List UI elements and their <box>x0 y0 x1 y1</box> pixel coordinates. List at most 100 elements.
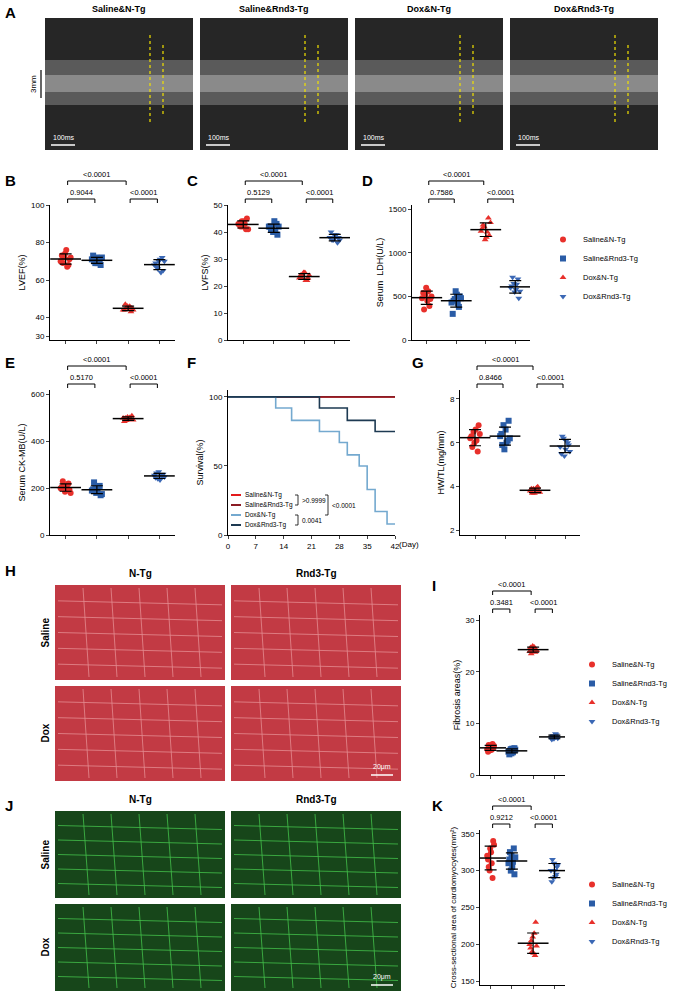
svg-text:>0.9999: >0.9999 <box>302 497 326 504</box>
svg-text:<0.0001: <0.0001 <box>306 188 333 197</box>
svg-text:<0.0001: <0.0001 <box>443 170 470 179</box>
svg-text:150: 150 <box>461 977 475 986</box>
svg-text:0: 0 <box>402 336 407 345</box>
svg-text:0.9044: 0.9044 <box>70 188 93 197</box>
svg-text:Fibrosis areas(%): Fibrosis areas(%) <box>452 660 462 731</box>
svg-text:Serum CK-MB(U/L): Serum CK-MB(U/L) <box>17 423 27 501</box>
svg-text:Saline&N-Tg: Saline&N-Tg <box>92 4 146 14</box>
svg-text:40: 40 <box>213 228 222 237</box>
svg-text:<0.0001: <0.0001 <box>530 813 557 822</box>
svg-text:0.0041: 0.0041 <box>302 517 322 524</box>
svg-text:H: H <box>5 562 16 579</box>
svg-text:<0.0001: <0.0001 <box>498 580 525 589</box>
svg-text:Saline&Rnd3-Tg: Saline&Rnd3-Tg <box>612 899 667 908</box>
svg-text:Survival(%): Survival(%) <box>195 439 205 485</box>
svg-text:6: 6 <box>450 439 455 448</box>
svg-text:Saline&N-Tg: Saline&N-Tg <box>612 660 655 669</box>
svg-text:30: 30 <box>465 616 474 625</box>
svg-text:0: 0 <box>40 531 45 540</box>
svg-text:0.5170: 0.5170 <box>70 373 93 382</box>
svg-text:<0.0001: <0.0001 <box>83 355 110 364</box>
svg-text:100ms: 100ms <box>363 134 385 141</box>
svg-text:Cross-sectional area of cardio: Cross-sectional area of cardiomyocytes(m… <box>449 826 458 988</box>
svg-text:7: 7 <box>254 542 259 551</box>
svg-text:10: 10 <box>465 719 474 728</box>
svg-text:200: 200 <box>461 940 475 949</box>
svg-text:<0.0001: <0.0001 <box>83 170 110 179</box>
svg-text:50: 50 <box>213 201 222 210</box>
svg-text:<0.0001: <0.0001 <box>492 355 519 364</box>
svg-text:0.7586: 0.7586 <box>430 188 453 197</box>
svg-text:30: 30 <box>35 332 44 341</box>
svg-text:<0.0001: <0.0001 <box>130 373 157 382</box>
svg-text:<0.0001: <0.0001 <box>487 188 514 197</box>
svg-text:(Day): (Day) <box>399 540 419 549</box>
svg-text:42: 42 <box>391 542 400 551</box>
svg-text:0.5129: 0.5129 <box>247 188 270 197</box>
svg-text:I: I <box>432 577 436 594</box>
svg-text:Dox&Rnd3-Tg: Dox&Rnd3-Tg <box>612 717 660 726</box>
svg-text:Dox: Dox <box>40 937 51 956</box>
svg-text:Dox&N-Tg: Dox&N-Tg <box>245 511 276 519</box>
svg-text:0: 0 <box>218 336 223 345</box>
svg-text:Saline&N-Tg: Saline&N-Tg <box>245 491 282 499</box>
svg-text:600: 600 <box>31 390 45 399</box>
svg-text:0.8466: 0.8466 <box>479 373 502 382</box>
svg-text:F: F <box>187 354 196 371</box>
svg-text:Rnd3-Tg: Rnd3-Tg <box>296 568 337 579</box>
svg-text:HW/TL(mg/mm): HW/TL(mg/mm) <box>436 431 446 495</box>
svg-text:<0.0001: <0.0001 <box>130 188 157 197</box>
svg-text:Dox&Rnd3-Tg: Dox&Rnd3-Tg <box>612 937 660 946</box>
svg-text:Saline&N-Tg: Saline&N-Tg <box>583 235 626 244</box>
svg-text:N-Tg: N-Tg <box>129 794 152 805</box>
svg-text:35: 35 <box>363 542 372 551</box>
svg-text:Saline&Rnd3-Tg: Saline&Rnd3-Tg <box>245 501 293 509</box>
svg-text:1500: 1500 <box>389 205 407 214</box>
svg-text:300: 300 <box>461 866 475 875</box>
svg-text:Dox&N-Tg: Dox&N-Tg <box>612 918 647 927</box>
svg-text:20μm: 20μm <box>373 973 391 981</box>
svg-text:Saline&Rnd3-Tg: Saline&Rnd3-Tg <box>239 4 309 14</box>
svg-text:<0.0001: <0.0001 <box>530 598 557 607</box>
svg-text:28: 28 <box>335 542 344 551</box>
svg-text:50: 50 <box>213 462 222 471</box>
svg-text:100ms: 100ms <box>53 134 75 141</box>
svg-text:10: 10 <box>213 309 222 318</box>
svg-text:20μm: 20μm <box>373 763 391 771</box>
svg-text:0: 0 <box>226 542 231 551</box>
svg-text:<0.0001: <0.0001 <box>537 373 564 382</box>
svg-text:G: G <box>412 354 424 371</box>
svg-text:100ms: 100ms <box>518 134 540 141</box>
svg-text:0.3481: 0.3481 <box>490 598 513 607</box>
svg-text:4: 4 <box>450 482 455 491</box>
svg-text:400: 400 <box>31 437 45 446</box>
svg-text:0: 0 <box>470 771 475 780</box>
svg-text:B: B <box>5 172 16 189</box>
svg-text:30: 30 <box>213 255 222 264</box>
svg-text:Dox&N-Tg: Dox&N-Tg <box>583 273 618 282</box>
svg-text:0.9212: 0.9212 <box>490 813 513 822</box>
svg-text:20: 20 <box>465 668 474 677</box>
svg-text:Rnd3-Tg: Rnd3-Tg <box>296 794 337 805</box>
svg-text:100: 100 <box>31 201 45 210</box>
svg-text:Saline: Saline <box>40 618 51 648</box>
svg-text:1000: 1000 <box>389 249 407 258</box>
svg-text:D: D <box>362 172 373 189</box>
svg-text:3mm: 3mm <box>29 75 38 93</box>
svg-text:Dox&Rnd3-Tg: Dox&Rnd3-Tg <box>583 292 631 301</box>
svg-text:14: 14 <box>279 542 288 551</box>
svg-text:Dox&Rnd3-Tg: Dox&Rnd3-Tg <box>554 4 614 14</box>
svg-text:200: 200 <box>31 484 45 493</box>
svg-text:<0.0001: <0.0001 <box>498 795 525 804</box>
svg-text:250: 250 <box>461 903 475 912</box>
svg-text:K: K <box>432 797 443 814</box>
svg-text:Dox&N-Tg: Dox&N-Tg <box>407 4 451 14</box>
svg-text:80: 80 <box>35 238 44 247</box>
svg-text:LVEF(%): LVEF(%) <box>17 255 27 291</box>
svg-text:C: C <box>187 172 198 189</box>
svg-text:A: A <box>5 4 16 21</box>
svg-text:100: 100 <box>209 393 223 402</box>
svg-text:500: 500 <box>393 292 407 301</box>
svg-text:Dox: Dox <box>40 723 51 742</box>
svg-text:2: 2 <box>450 526 455 535</box>
